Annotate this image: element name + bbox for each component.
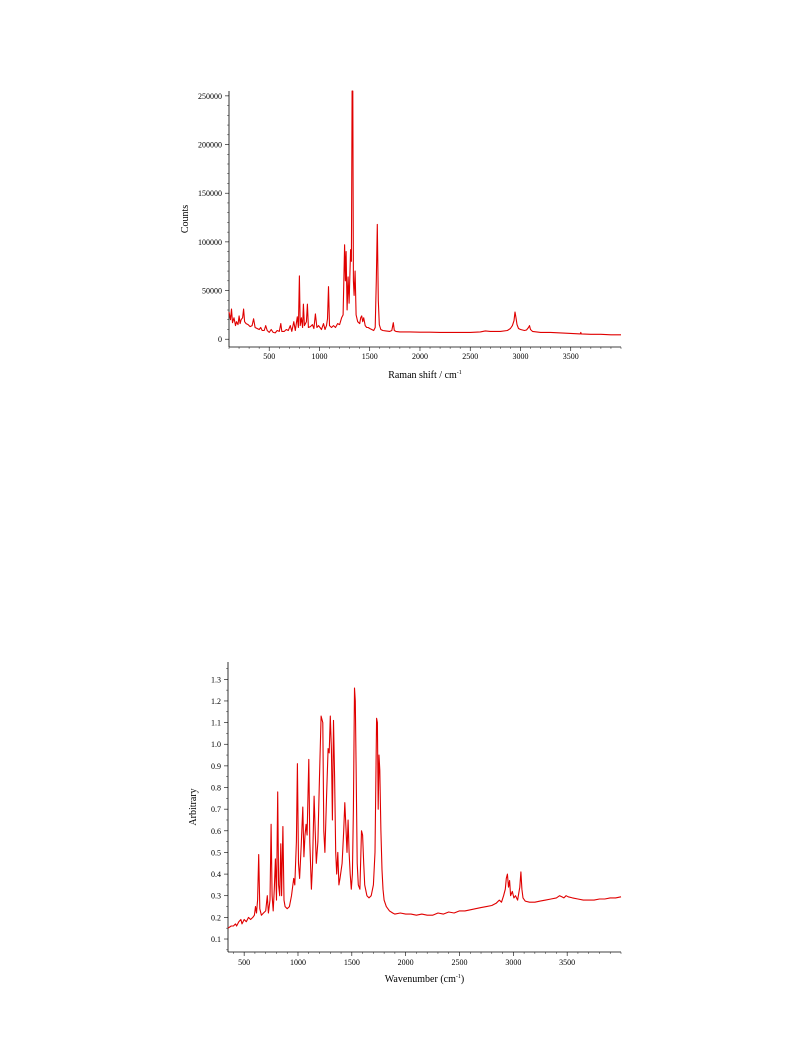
x-tick-label: 500: [263, 352, 275, 361]
x-tick-label: 3500: [559, 958, 575, 967]
y-tick-label: 0: [218, 335, 222, 344]
y-tick-label: 0.9: [211, 762, 221, 771]
x-axis-title-suffix: ): [461, 974, 464, 985]
x-tick-label: 2500: [451, 958, 467, 967]
raman-spectrum-chart: 500 1000 1500 2000 2500 3000 3500 0 50000 100000 1…: [180, 90, 622, 381]
x-tick-label: 3500: [563, 352, 579, 361]
y-tick-label: 1.3: [211, 675, 221, 684]
y-tick-label: 1.1: [211, 719, 221, 728]
x-axis-title-superscript: -1: [456, 974, 461, 980]
y-tick-label: 0.1: [211, 935, 221, 944]
x-axis-title: Wavenumber (cm-1): [385, 974, 464, 985]
x-tick-label: 2500: [462, 352, 478, 361]
y-tick-label: 100000: [198, 238, 222, 247]
y-tick-label: 250000: [198, 92, 222, 101]
y-tick-label: 1.0: [211, 740, 221, 749]
y-tick-label: 1.2: [211, 697, 221, 706]
x-tick-label: 2000: [412, 352, 428, 361]
x-axis-title: Raman shift / cm-1: [388, 370, 462, 381]
y-tick-label: 50000: [202, 287, 222, 296]
x-tick-label: 3000: [512, 352, 528, 361]
y-tick-label: 0.3: [211, 892, 221, 901]
y-tick-label: 0.4: [211, 870, 221, 879]
x-tick-label: 2000: [398, 958, 414, 967]
x-tick-label: 3000: [505, 958, 521, 967]
y-tick-label: 0.7: [211, 805, 221, 814]
y-tick-label: 200000: [198, 141, 222, 150]
spectrum-trace: [227, 687, 622, 929]
x-tick-label: 500: [238, 958, 250, 967]
y-tick-label: 150000: [198, 189, 222, 198]
spectrum-trace: [228, 90, 621, 336]
y-tick-label: 0.8: [211, 784, 221, 793]
x-axis-title-text: Raman shift / cm: [388, 370, 457, 381]
ir-spectrum-chart: 500 1000 1500 2000 2500 3000 3500 0.1 0.2 0.3 0.4 0…: [188, 662, 622, 985]
x-tick-label: 1000: [311, 352, 327, 361]
x-axis-title-text: Wavenumber (cm: [385, 974, 456, 985]
y-axis-title: Arbitrary: [188, 788, 199, 825]
y-tick-label: 0.2: [211, 913, 221, 922]
y-tick-label: 0.6: [211, 827, 221, 836]
y-tick-label: 0.5: [211, 848, 221, 857]
x-tick-label: 1000: [290, 958, 306, 967]
x-tick-label: 1500: [362, 352, 378, 361]
x-axis-title-superscript: -1: [457, 370, 462, 376]
x-tick-label: 1500: [344, 958, 360, 967]
y-axis-title: Counts: [180, 205, 191, 233]
